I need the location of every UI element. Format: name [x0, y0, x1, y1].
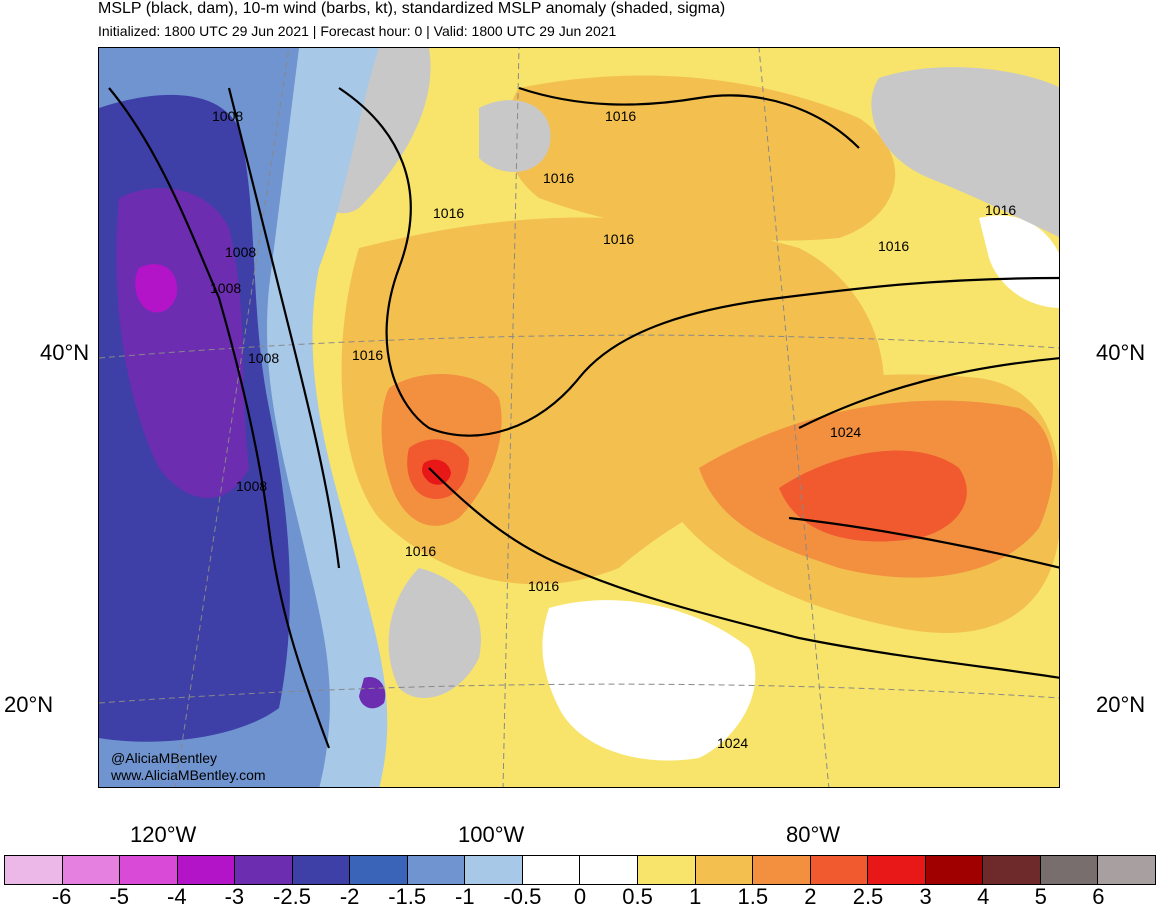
anomaly-gray-north-atlantic — [871, 67, 1059, 238]
isobar-label: 1024 — [830, 424, 862, 440]
isobar-label: 1016 — [528, 578, 560, 594]
colorbar-tick-label: 2.5 — [852, 884, 884, 909]
colorbar-cell — [62, 856, 121, 884]
lon-label-100w: 100°W — [458, 822, 525, 847]
isobar-label: 1016 — [985, 202, 1017, 218]
colorbar-cell — [638, 856, 696, 884]
anomaly-region-max-southwest — [422, 459, 451, 485]
colorbar-cell — [983, 856, 1041, 884]
colorbar-tick-label: 0 — [573, 884, 587, 909]
colorbar — [4, 855, 1156, 885]
lon-label-80w: 80°W — [786, 822, 841, 847]
colorbar-cell — [235, 856, 293, 884]
credit-handle: @AliciaMBentley — [111, 750, 218, 766]
anomaly-negative-low-pacific — [359, 677, 386, 709]
map-title: MSLP (black, dam), 10-m wind (barbs, kt)… — [98, 0, 726, 17]
colorbar-cell — [407, 856, 466, 884]
colorbar-tick-label: -6 — [51, 884, 72, 909]
isobar-label: 1008 — [212, 108, 244, 124]
lat-label-left-40: 40°N — [40, 340, 90, 365]
colorbar-tick-label: -2.5 — [273, 884, 311, 909]
colorbar-tick-label: 2 — [804, 884, 817, 909]
isobar-label: 1016 — [433, 205, 465, 221]
map-canvas — [99, 48, 1059, 787]
colorbar-cell — [120, 856, 178, 884]
isobar-label: 1008 — [248, 350, 280, 366]
colorbar-tick-label: 1.5 — [737, 884, 769, 909]
anomaly-negative-peak-west — [135, 264, 178, 313]
isobar-label: 1016 — [405, 543, 437, 559]
graticule — [99, 48, 1059, 787]
colorbar-tick-label: -3 — [224, 884, 245, 909]
isobar-label: 1016 — [352, 347, 384, 363]
colorbar-tick-label: 6 — [1092, 884, 1105, 909]
isobar-label: 1008 — [225, 244, 257, 260]
anomaly-gray-mexico — [388, 568, 481, 698]
anomaly-neutral-gulf — [542, 600, 756, 761]
isobar-label: 1016 — [878, 238, 910, 254]
isobar-label: 1016 — [543, 170, 575, 186]
colorbar-cell — [177, 856, 236, 884]
lon-label-120w: 120°W — [130, 822, 197, 847]
colorbar-tick-label: -2 — [339, 884, 360, 909]
isobar-label: 1008 — [236, 478, 268, 494]
colorbar-tick-label: -4 — [167, 884, 187, 909]
map-panel: @AliciaMBentley www.AliciaMBentley.com — [98, 47, 1060, 788]
map-subtitle: Initialized: 1800 UTC 29 Jun 2021 | Fore… — [98, 23, 617, 39]
colorbar-tick-label: 5 — [1034, 884, 1047, 909]
colorbar-cell — [580, 856, 639, 884]
colorbar-cell — [522, 856, 581, 884]
isobars — [108, 86, 1059, 749]
colorbar-cell — [810, 856, 869, 884]
colorbar-cell — [1098, 856, 1155, 884]
lat-label-right-20: 20°N — [1096, 692, 1146, 717]
lat-label-right-40: 40°N — [1096, 340, 1146, 365]
anomaly-region-peak-east — [779, 450, 967, 542]
anomaly-region-orange-north — [505, 75, 896, 241]
isobar-label: 1024 — [717, 735, 749, 751]
colorbar-tick-label: -1 — [455, 884, 475, 909]
colorbar-cell — [753, 856, 811, 884]
colorbar-tick-label: -1.5 — [388, 884, 427, 909]
colorbar-cell — [465, 856, 523, 884]
isobar-label: 1016 — [603, 231, 635, 247]
colorbar-cell — [5, 856, 63, 884]
colorbar-cell — [868, 856, 926, 884]
anomaly-neutral-northeast — [979, 215, 1059, 308]
colorbar-tick-label: 4 — [977, 884, 990, 909]
anomaly-gray-prairies — [479, 100, 551, 172]
colorbar-tick-label: 3 — [919, 884, 932, 909]
colorbar-tick-label: 0.5 — [622, 884, 653, 909]
colorbar-cell — [695, 856, 754, 884]
colorbar-tick-label: -5 — [109, 884, 129, 909]
colorbar-tick-label: 1 — [689, 884, 702, 909]
colorbar-cell — [925, 856, 984, 884]
isobar-label: 1016 — [605, 108, 637, 124]
lat-label-left-20: 20°N — [4, 692, 54, 717]
colorbar-cell — [350, 856, 408, 884]
colorbar-cell — [292, 856, 351, 884]
colorbar-tick-label: -0.5 — [503, 884, 542, 909]
isobar-label: 1008 — [210, 280, 242, 296]
credit-site: www.AliciaMBentley.com — [111, 767, 266, 783]
colorbar-cell — [1040, 856, 1099, 884]
